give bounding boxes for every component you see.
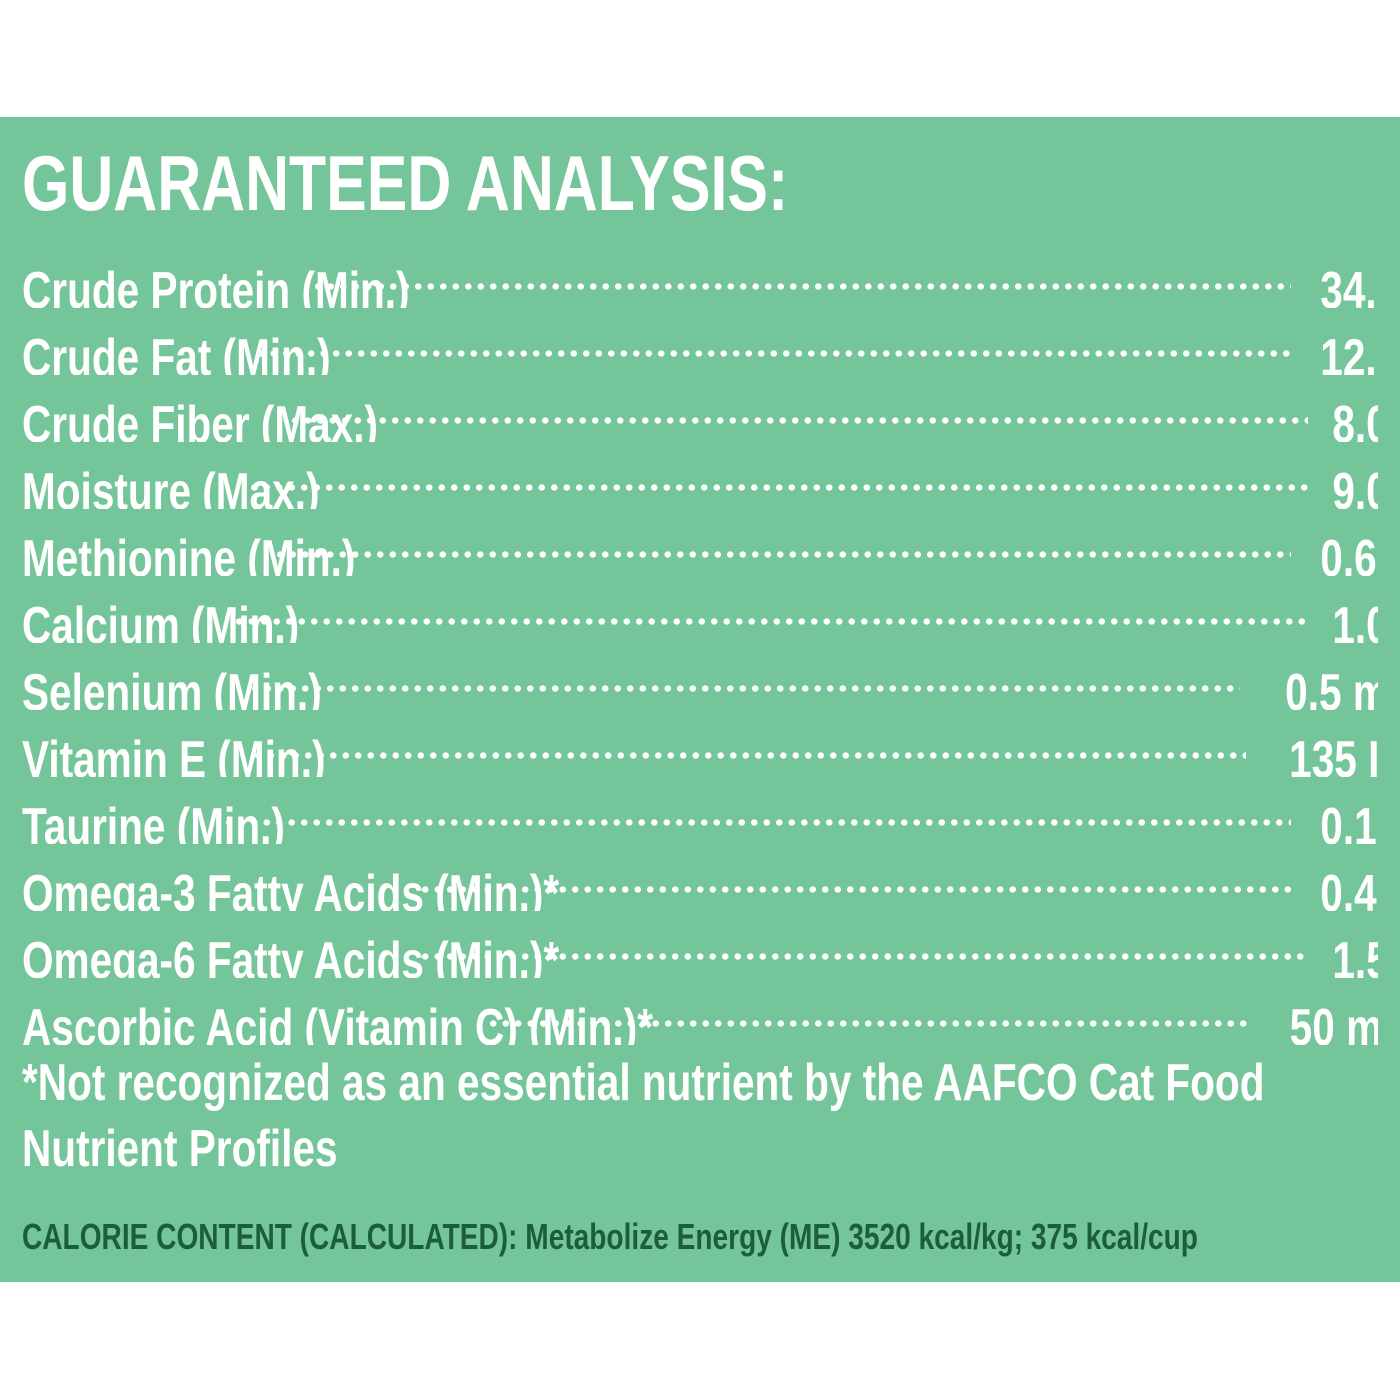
analysis-row: Crude Fiber (Max.) 8.0% bbox=[22, 375, 1378, 442]
row-label: Moisture (Max.) bbox=[22, 463, 320, 509]
row-value: 0.62% bbox=[1320, 530, 1378, 576]
row-label: Calcium (Min.) bbox=[22, 597, 300, 643]
row-label: Crude Fat (Min.) bbox=[22, 329, 331, 375]
analysis-row: Taurine (Min.) 0.12% bbox=[22, 777, 1378, 844]
row-value: 9.0% bbox=[1332, 463, 1378, 509]
footnote-line: *Not recognized as an essential nutrient… bbox=[22, 1054, 1265, 1112]
row-value: 0.12% bbox=[1320, 798, 1378, 844]
analysis-row: Vitamin E (Min.) 135 IU/kg bbox=[22, 710, 1378, 777]
row-label: Selenium (Min.) bbox=[22, 664, 322, 710]
calorie-content: CALORIE CONTENT (CALCULATED): Metabolize… bbox=[22, 1212, 1198, 1262]
analysis-panel bbox=[0, 117, 1400, 1282]
analysis-row: Omega-6 Fatty Acids (Min.)* 1.5% bbox=[22, 911, 1378, 978]
dot-leader bbox=[255, 308, 1291, 375]
calorie-detail: Metabolize Energy (ME) 3520 kcal/kg; 375… bbox=[517, 1216, 1198, 1257]
footnote-line: Nutrient Profiles bbox=[22, 1120, 338, 1178]
analysis-row: Moisture (Max.) 9.0% bbox=[22, 442, 1378, 509]
row-label: Crude Fiber (Max.) bbox=[22, 396, 379, 442]
dot-leader bbox=[233, 576, 1308, 643]
row-value: 50 mg/kg bbox=[1290, 999, 1378, 1045]
analysis-row: Ascorbic Acid (Vitamin C) (Min.)* 50 mg/… bbox=[22, 978, 1378, 1045]
dot-leader bbox=[273, 509, 1291, 576]
row-label: Vitamin E (Min.) bbox=[22, 731, 326, 777]
analysis-row: Selenium (Min.) 0.5 mg/kg bbox=[22, 643, 1378, 710]
row-value: 1.0% bbox=[1332, 597, 1378, 643]
row-label: Taurine (Min.) bbox=[22, 798, 285, 844]
dot-leader bbox=[249, 643, 1240, 710]
row-label: Ascorbic Acid (Vitamin C) (Min.)* bbox=[22, 999, 654, 1045]
dot-leader bbox=[247, 442, 1309, 509]
analysis-row: Crude Protein (Min.) 34.0% bbox=[22, 241, 1378, 308]
dot-leader bbox=[419, 911, 1308, 978]
analysis-row: Calcium (Min.) 1.0% bbox=[22, 576, 1378, 643]
row-value: 12.0% bbox=[1320, 329, 1378, 375]
dot-leader bbox=[419, 844, 1291, 911]
row-value: 0.48% bbox=[1320, 865, 1378, 911]
row-value: 1.5% bbox=[1332, 932, 1378, 978]
analysis-row: Methionine (Min.) 0.62% bbox=[22, 509, 1378, 576]
page-title: GUARANTEED ANALYSIS: bbox=[22, 139, 789, 227]
row-label: Crude Protein (Min.) bbox=[22, 262, 410, 308]
analysis-table: Crude Protein (Min.) 34.0% Crude Fat (Mi… bbox=[22, 241, 1378, 1045]
row-label: Omega-3 Fatty Acids (Min.)* bbox=[22, 865, 560, 911]
row-label: Omega-6 Fatty Acids (Min.)* bbox=[22, 932, 560, 978]
analysis-row: Omega-3 Fatty Acids (Min.)* 0.48% bbox=[22, 844, 1378, 911]
dot-leader bbox=[222, 777, 1291, 844]
row-value: 0.5 mg/kg bbox=[1284, 664, 1378, 710]
dot-leader bbox=[312, 241, 1291, 308]
row-value: 135 IU/kg bbox=[1288, 731, 1378, 777]
row-value: 8.0% bbox=[1332, 396, 1378, 442]
footnote: *Not recognized as an essential nutrient… bbox=[22, 1050, 1382, 1182]
row-label: Methionine (Min.) bbox=[22, 530, 356, 576]
dot-leader bbox=[289, 375, 1309, 442]
analysis-row: Crude Fat (Min.) 12.0% bbox=[22, 308, 1378, 375]
row-value: 34.0% bbox=[1320, 262, 1378, 308]
dot-leader bbox=[487, 978, 1248, 1045]
dot-leader bbox=[251, 710, 1246, 777]
calorie-label: CALORIE CONTENT (CALCULATED): bbox=[22, 1216, 518, 1257]
